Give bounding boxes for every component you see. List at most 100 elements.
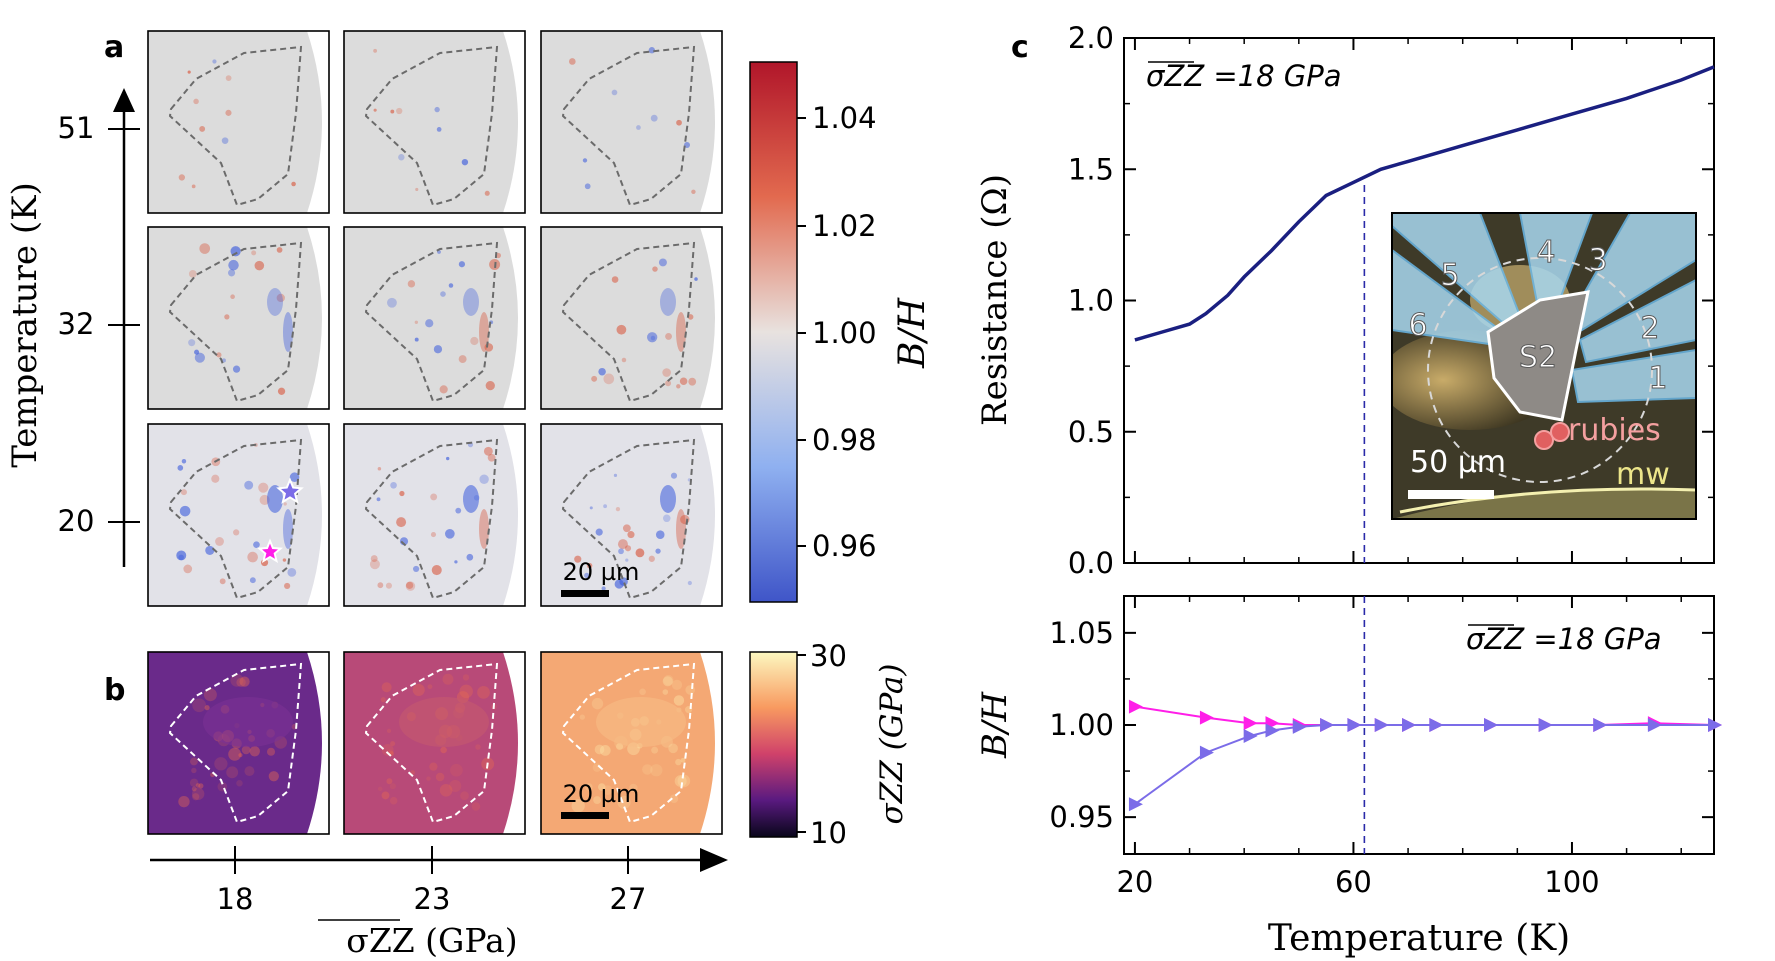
map-speckle (373, 48, 378, 53)
map-speckle (193, 98, 199, 105)
map-speckle (687, 314, 694, 320)
map-speckle (390, 481, 397, 489)
map-speckle (396, 107, 403, 115)
violet-star-marker (1708, 718, 1722, 732)
map-speckle (622, 524, 631, 533)
y-tick-label: 0.5 (1068, 415, 1114, 449)
y-tick-label: 1.0 (1068, 284, 1114, 318)
sigma-map-frame (343, 651, 526, 835)
map-speckle (415, 187, 419, 192)
map-speckle (199, 243, 211, 254)
y-tick-label: 2.0 (1068, 21, 1114, 55)
map-speckle (584, 572, 590, 579)
bh-colorbar-tick-4: 0.98 (812, 423, 877, 457)
sigma-speckle (450, 763, 463, 777)
inset-label-sample: S2 (1519, 340, 1557, 375)
temperature-arrow-head (113, 88, 135, 112)
y-tick-label: 1.05 (1049, 616, 1114, 650)
sigma-speckle (389, 783, 396, 790)
map-speckle (289, 472, 300, 482)
map-speckle (586, 562, 593, 569)
y-tick-label: 1.5 (1068, 152, 1114, 186)
sigma-speckle (236, 677, 246, 687)
resistance-annotation: σZZ =18 GPa (1146, 59, 1341, 93)
map-speckle (230, 294, 235, 300)
violet-star-marker (1374, 718, 1389, 732)
map-speckle (679, 377, 688, 385)
sigma-speckle (677, 774, 691, 788)
map-speckle (377, 466, 382, 471)
inset-mw-strip (1392, 487, 1696, 519)
stress-label-27: 27 (610, 882, 647, 916)
sigma-speckle (238, 753, 243, 758)
temperature-x-label: Temperature (K) (1268, 918, 1570, 959)
map-speckle (582, 158, 588, 163)
map-speckle (454, 560, 458, 564)
map-speckle (458, 355, 467, 364)
map-speckle (625, 558, 629, 562)
panel-a-label: a (104, 30, 124, 65)
sigma-speckle (192, 698, 206, 713)
sigma-highlight (399, 697, 489, 747)
bh-map-r2-c1 (147, 226, 330, 410)
inset-label-electrode-2: 2 (1640, 311, 1659, 346)
map-speckle (652, 266, 658, 272)
map-speckle (662, 514, 671, 523)
map-disk (541, 31, 715, 213)
sigma-speckle (675, 758, 682, 766)
sample-outline (561, 45, 696, 207)
sigma-speckle (571, 799, 585, 813)
bh-map-r1-c2 (343, 30, 526, 214)
map-speckle (254, 260, 265, 271)
panel-c-label: c (1011, 30, 1029, 65)
sigma-speckle (195, 783, 201, 788)
map-edge-spot (479, 312, 489, 352)
map-frame (147, 30, 330, 214)
map-frame (147, 423, 330, 607)
sigma-speckle (673, 695, 685, 706)
sigma-speckle (668, 743, 678, 754)
sigma-speckle (178, 795, 190, 808)
map-speckle (694, 277, 698, 281)
violet-star-marker (1292, 719, 1307, 734)
map-speckle (627, 531, 635, 539)
sigma-speckle (381, 744, 394, 756)
map-speckle (665, 380, 672, 387)
map-frame (343, 423, 526, 607)
sigma-speckle (192, 787, 205, 800)
map-edge-spot (479, 509, 489, 549)
map-speckle (414, 320, 419, 324)
map-speckle (276, 293, 285, 303)
map-speckle (603, 504, 608, 509)
map-speckle (215, 537, 224, 546)
resistance-series (1134, 65, 1715, 563)
bh-map-r1-c1 (147, 30, 330, 214)
resistance-axes: 0.0 0.5 1.0 1.5 2.0 (1068, 21, 1714, 580)
map-speckle (446, 456, 450, 461)
sigma-map-frame (147, 651, 330, 835)
map-speckle (387, 297, 397, 308)
map-speckle (233, 529, 240, 536)
map-disk (148, 227, 322, 409)
map-speckle (291, 181, 296, 187)
sigma-speckle (412, 683, 425, 696)
sigma-speckle (639, 688, 646, 696)
sigma-speckle (204, 705, 210, 711)
map-speckle (178, 174, 186, 181)
map-speckle (221, 137, 229, 144)
sigma-speckle (198, 783, 204, 789)
sigma-speckle (594, 744, 605, 755)
map-edge-spot (283, 312, 293, 352)
scale-bar-b (561, 812, 609, 819)
sigma-speckle (674, 775, 687, 788)
map-speckle (430, 532, 437, 538)
sigma-colorbar-tick-30: 30 (810, 639, 847, 673)
map-speckle (284, 582, 291, 590)
map-speckle (177, 465, 184, 471)
map-speckle (181, 459, 187, 464)
inset-label-mw: mw (1616, 457, 1670, 492)
sigma-map-1 (147, 651, 330, 835)
map-edge-spot (676, 509, 686, 549)
map-speckle (676, 119, 682, 126)
map-blue-spot (660, 288, 676, 316)
